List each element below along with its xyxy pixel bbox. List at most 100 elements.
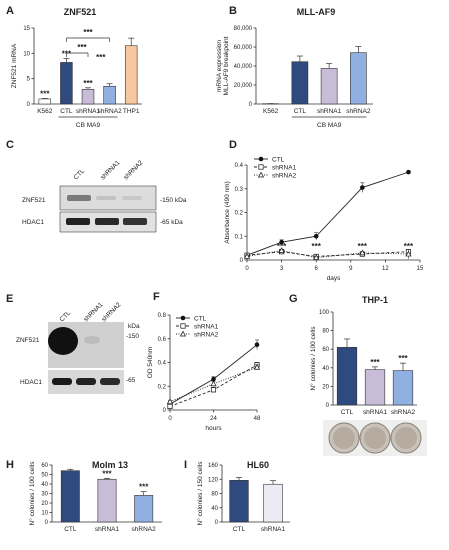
bar-shrna1 xyxy=(97,478,117,523)
significance-label: *** xyxy=(96,53,106,62)
band xyxy=(67,195,91,201)
y-axis-label: Absorbance (490 nm) xyxy=(224,181,231,244)
chart-title: MLL-AF9 xyxy=(297,7,336,17)
significance-label: *** xyxy=(277,242,287,251)
point-ctl xyxy=(211,376,216,382)
significance-label: *** xyxy=(404,242,414,251)
y-tick-label: 0.2 xyxy=(235,211,244,217)
x-tick-label: 3 xyxy=(280,266,284,272)
x-axis-label: days xyxy=(327,275,341,282)
y-tick-label: 40,000 xyxy=(234,64,253,70)
category-label: shRNA2 xyxy=(97,108,122,115)
legend-label: CTL xyxy=(194,316,207,323)
lane-label: shRNA2 xyxy=(100,301,122,323)
blot-row-label: ZNF521 xyxy=(22,197,46,204)
bar-k562 xyxy=(38,98,52,105)
y-axis-label: mRNA expression xyxy=(216,40,223,92)
y-tick-label: 10 xyxy=(41,511,48,517)
bar-shrna2 xyxy=(350,52,367,105)
point-shrna2 xyxy=(313,254,320,260)
band xyxy=(84,336,100,344)
y-tick-label: 0.1 xyxy=(235,234,244,240)
panel-letter-c: C xyxy=(6,139,14,151)
significance-label: *** xyxy=(77,43,87,52)
panel-letter-a: A xyxy=(6,5,14,17)
point-ctl xyxy=(279,239,284,245)
y-axis-label: N° colonies / 150 cells xyxy=(196,461,204,526)
panel-letter-e: E xyxy=(6,293,13,305)
point-shrna1 xyxy=(210,387,217,393)
point-shrna2 xyxy=(166,398,174,405)
lane-label: CTL xyxy=(58,310,72,324)
series-line-ctl xyxy=(169,344,258,405)
x-tick-label: 24 xyxy=(210,416,217,422)
band xyxy=(52,378,72,385)
panel-letter-b: B xyxy=(229,5,237,17)
y-tick-label: 40 xyxy=(211,506,218,512)
legend-marker xyxy=(257,171,265,178)
category-label: shRNA2 xyxy=(391,409,416,416)
significance-label: *** xyxy=(139,483,149,492)
y-tick-label: 100 xyxy=(319,310,330,316)
series-line-shrna2 xyxy=(246,250,409,259)
y-tick-label: 5 xyxy=(27,77,31,83)
y-axis-label: OD 540nm xyxy=(147,347,154,378)
y-tick-label: 40 xyxy=(322,366,329,372)
y-tick-label: 0.6 xyxy=(158,337,167,343)
significance-label: *** xyxy=(312,242,322,251)
significance-label: *** xyxy=(62,49,72,58)
category-label: shRNA1 xyxy=(95,526,120,533)
kda-label: kDa xyxy=(128,323,140,330)
x-tick-label: 6 xyxy=(315,266,319,272)
x-tick-label: 12 xyxy=(382,266,389,272)
legend-marker xyxy=(258,156,264,162)
category-label: shRNA1 xyxy=(363,409,388,416)
bar-shrna1 xyxy=(263,483,283,523)
band xyxy=(48,327,78,355)
point-ctl xyxy=(406,169,411,175)
significance-label: *** xyxy=(398,354,408,363)
blot-row-label: ZNF521 xyxy=(16,337,40,344)
group-label: CB MA9 xyxy=(76,122,101,129)
band xyxy=(123,218,147,225)
category-label: CTL xyxy=(60,108,73,115)
x-tick-label: 9 xyxy=(349,266,353,272)
y-tick-label: 80,000 xyxy=(234,26,253,32)
x-tick-label: 0 xyxy=(245,266,249,272)
legend-marker xyxy=(258,164,264,170)
x-axis-label: hours xyxy=(205,425,222,432)
significance-label: *** xyxy=(102,469,112,478)
panel-letter-d: D xyxy=(229,139,237,151)
bar-shrna2 xyxy=(103,85,116,105)
point-shrna2 xyxy=(405,250,412,257)
panel-letter-f: F xyxy=(153,291,160,303)
legend-marker xyxy=(179,330,187,337)
category-label: shRNA1 xyxy=(76,108,101,115)
lane-label: CTL xyxy=(72,168,86,182)
legend-marker xyxy=(180,323,186,329)
category-label: CTL xyxy=(64,526,77,533)
category-label: shRNA1 xyxy=(261,526,286,533)
y-tick-label: 0 xyxy=(249,102,253,108)
y-tick-label: 15 xyxy=(23,26,30,32)
x-tick-label: 15 xyxy=(417,266,424,272)
y-tick-label: 0.4 xyxy=(235,163,244,169)
point-shrna2 xyxy=(278,247,285,253)
y-axis-label: N° colonies / 100 cells xyxy=(309,326,317,391)
group-label: CB MA9 xyxy=(317,122,342,129)
y-tick-label: 0.3 xyxy=(235,187,244,193)
point-ctl xyxy=(254,342,260,347)
lane-label: shRNA2 xyxy=(122,159,144,181)
x-tick-label: 0 xyxy=(168,416,172,422)
chart-title: ZNF521 xyxy=(64,7,97,17)
bar-ctl xyxy=(291,61,309,105)
point-shrna1 xyxy=(167,403,173,409)
y-tick-label: 10 xyxy=(23,51,30,57)
significance-label: *** xyxy=(83,28,93,37)
y-tick-label: 0 xyxy=(163,408,167,414)
panel-letter-i: I xyxy=(184,459,187,471)
bar-shrna2 xyxy=(392,370,414,406)
y-tick-label: 40 xyxy=(41,482,48,488)
category-label: K562 xyxy=(263,108,279,115)
y-tick-label: 20 xyxy=(322,384,329,390)
